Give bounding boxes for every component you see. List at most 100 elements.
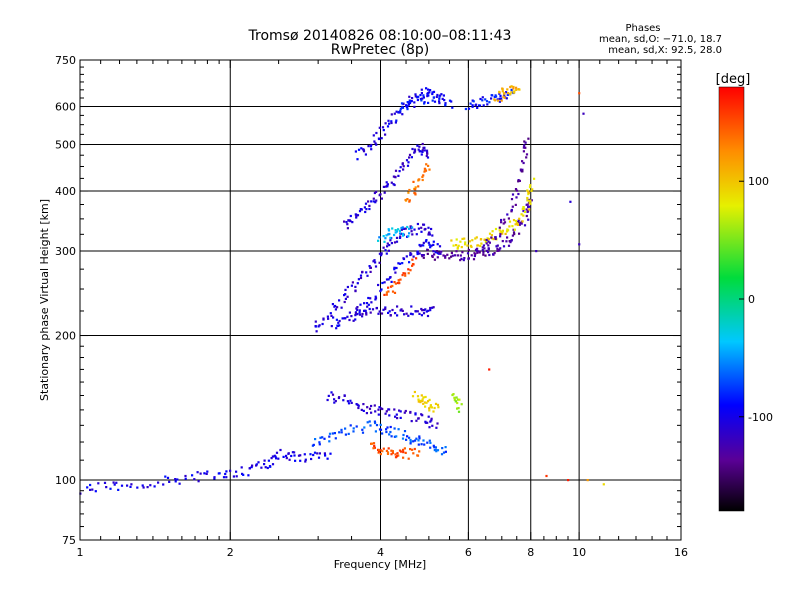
data-point (399, 232, 402, 235)
data-point (346, 315, 349, 318)
data-point (419, 245, 422, 248)
data-point (420, 88, 423, 91)
data-point (529, 184, 532, 187)
data-point (387, 447, 390, 450)
data-point (413, 151, 416, 154)
data-point (399, 278, 402, 281)
data-point (586, 479, 589, 482)
data-point (414, 95, 417, 98)
data-point (420, 244, 423, 247)
data-point (567, 479, 570, 482)
data-point (510, 91, 513, 94)
data-point (352, 430, 355, 433)
data-point (351, 221, 354, 224)
data-point (321, 436, 324, 439)
data-point (387, 278, 390, 281)
data-point (434, 446, 437, 449)
data-point (267, 459, 270, 462)
data-point (419, 94, 422, 97)
data-point (326, 457, 329, 460)
data-point (405, 106, 409, 109)
data-point (391, 227, 394, 230)
data-point (407, 103, 410, 106)
data-point (375, 143, 378, 146)
data-point (506, 236, 509, 239)
data-point (490, 94, 493, 97)
data-point (530, 199, 533, 202)
data-point (444, 102, 447, 105)
data-point (373, 446, 376, 449)
data-point (337, 321, 340, 324)
data-point (523, 210, 527, 213)
data-point (569, 200, 572, 203)
data-point (444, 256, 447, 259)
data-point (346, 223, 349, 226)
data-point (310, 457, 313, 461)
data-point (304, 458, 307, 461)
data-point (338, 299, 341, 302)
data-point (427, 88, 430, 91)
data-point (386, 183, 389, 186)
data-point (424, 401, 427, 404)
data-point (275, 451, 279, 454)
data-point (359, 276, 363, 280)
data-point (386, 185, 389, 188)
data-point (381, 281, 384, 285)
data-point (424, 168, 427, 171)
data-point (513, 228, 516, 231)
data-point (514, 223, 517, 226)
data-point (438, 97, 441, 100)
grid-layer (80, 60, 681, 540)
x-tick-label: 6 (465, 546, 472, 559)
data-point (413, 390, 416, 394)
data-point (483, 247, 486, 250)
data-point (428, 243, 431, 246)
y-tick-label: 300 (55, 245, 76, 258)
data-point (425, 87, 428, 90)
data-point (358, 313, 362, 316)
data-point (433, 253, 436, 256)
data-point (374, 142, 377, 145)
data-point (403, 313, 406, 316)
data-point (374, 201, 377, 204)
data-point (427, 226, 430, 229)
data-point (368, 307, 371, 311)
data-point (409, 100, 412, 103)
data-point (514, 220, 518, 223)
data-point (424, 421, 427, 424)
data-point (384, 133, 387, 136)
data-point (388, 276, 392, 279)
data-point (377, 312, 380, 315)
data-point (528, 208, 531, 211)
data-point (377, 413, 380, 416)
data-point (416, 454, 420, 457)
data-point (336, 306, 339, 309)
data-point (400, 102, 404, 105)
data-point (495, 245, 498, 248)
data-point (396, 314, 399, 317)
data-point (427, 231, 431, 234)
data-point (494, 236, 497, 239)
legend-line-o: mean, sd,O: −71.0, 18.7 (599, 34, 722, 45)
data-point (527, 193, 530, 196)
data-point (515, 88, 518, 91)
data-point (416, 144, 419, 147)
data-point (402, 456, 405, 459)
data-point (494, 227, 498, 231)
data-point (501, 90, 504, 93)
data-point (338, 319, 341, 323)
data-point (405, 438, 408, 441)
data-point (390, 453, 393, 456)
data-point (431, 99, 434, 102)
x-tick-label: 2 (227, 546, 234, 559)
data-point (401, 162, 404, 165)
data-point (349, 424, 352, 427)
data-point (344, 288, 347, 291)
data-point (354, 318, 357, 321)
data-point (507, 92, 510, 95)
data-point (460, 246, 463, 249)
data-point (430, 244, 433, 247)
data-point (403, 411, 406, 414)
data-point (380, 252, 383, 255)
